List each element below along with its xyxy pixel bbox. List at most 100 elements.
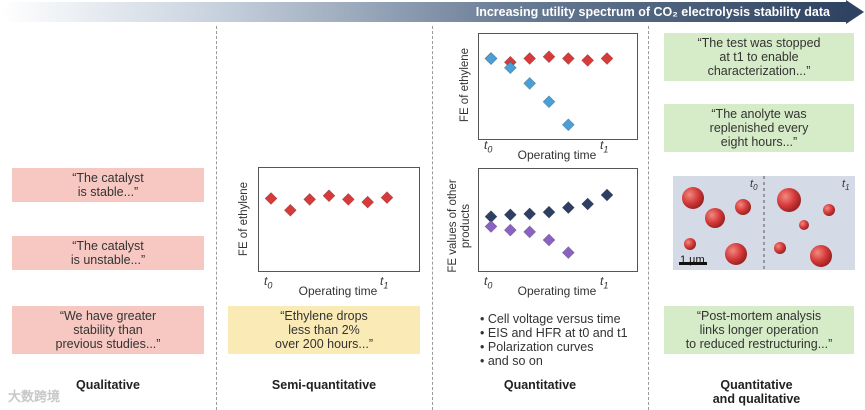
scale-bar — [679, 262, 707, 265]
data-point-marker — [561, 118, 575, 132]
tick-label-t1: t1 — [600, 274, 609, 291]
bullet-item: Polarization curves — [480, 340, 640, 354]
column-divider — [432, 26, 433, 410]
column-title-quant-qual: Quantitative and qualitative — [712, 378, 801, 406]
data-point-marker — [503, 208, 517, 222]
data-point-marker — [561, 52, 575, 65]
quote-card-greater-stability: “We have greater stability than previous… — [12, 306, 204, 354]
tick-sub: 0 — [267, 280, 273, 291]
particle — [777, 188, 801, 212]
quote-card-test-stopped: “The test was stopped at t1 to enable ch… — [664, 33, 854, 81]
particle — [799, 220, 809, 230]
x-axis-label: Operating time — [517, 284, 597, 298]
data-point-marker — [561, 246, 575, 260]
particle — [823, 204, 835, 216]
tick-sub: 0 — [487, 280, 493, 291]
tick-label-t0: t0 — [484, 274, 493, 291]
data-point-marker — [542, 233, 556, 247]
data-point-marker — [341, 192, 355, 206]
tick-sub: 1 — [845, 183, 850, 193]
data-point-marker — [322, 189, 336, 203]
y-axis-label: FE values of other products — [447, 179, 472, 273]
utility-spectrum-arrow — [0, 2, 848, 22]
quant-plot-ethylene — [478, 33, 638, 140]
tick-label-t0: t0 — [484, 138, 493, 155]
particle — [725, 243, 747, 265]
data-point-marker — [523, 207, 537, 221]
column-title-qualitative: Qualitative — [76, 378, 140, 392]
x-axis-label: Operating time — [517, 148, 597, 162]
y-axis-label: FE of ethylene — [459, 47, 471, 123]
data-point-marker — [561, 201, 575, 215]
quote-card-ethylene-drops: “Ethylene drops less than 2% over 200 ho… — [228, 306, 420, 354]
data-point-marker — [542, 50, 556, 64]
bullet-item: Cell voltage versus time — [480, 312, 640, 326]
quote-card-stable: “The catalyst is stable...” — [12, 168, 204, 202]
tick-label-t0: t0 — [264, 274, 273, 291]
arrow-head-icon — [846, 0, 864, 24]
quant-plot-ethylene-svg — [484, 50, 614, 132]
quote-text: “Post-mortem analysis links longer opera… — [685, 309, 833, 351]
tick-sub: 0 — [753, 183, 758, 193]
bullet-item: EIS and HFR at t0 and t1 — [480, 326, 640, 340]
quant-plot-other-products — [478, 168, 638, 272]
quote-text: “The catalyst is stable...” — [72, 171, 144, 199]
data-point-marker — [523, 225, 537, 239]
quote-card-anolyte: “The anolyte was replenished every eight… — [664, 104, 854, 152]
data-point-marker — [542, 95, 556, 109]
micrograph-label-t0: t0 — [750, 178, 758, 193]
particle — [735, 199, 751, 215]
data-point-marker — [523, 52, 537, 65]
x-axis-label: Operating time — [298, 284, 378, 298]
particle — [682, 187, 704, 209]
tick-sub: 0 — [487, 144, 493, 155]
micrograph-svg — [679, 176, 835, 270]
data-point-marker — [303, 192, 317, 206]
data-point-marker — [503, 223, 517, 237]
column-title-semi-quantitative: Semi-quantitative — [271, 378, 377, 392]
quote-text: “The test was stopped at t1 to enable ch… — [697, 36, 821, 78]
data-point-marker — [581, 197, 595, 211]
particle — [705, 208, 725, 228]
quote-card-unstable: “The catalyst is unstable...” — [12, 236, 204, 270]
tick-sub: 1 — [603, 280, 609, 291]
semi-quant-plot-svg — [264, 189, 394, 217]
data-point-marker — [581, 53, 595, 67]
y-axis-label: FE of ethylene — [238, 181, 250, 257]
arrow-title: Increasing utility spectrum of CO₂ elect… — [475, 5, 830, 19]
micrograph-label-t1: t1 — [842, 178, 850, 193]
data-point-marker — [542, 205, 556, 219]
particle — [684, 238, 696, 250]
micrograph-panel — [673, 176, 855, 270]
data-point-marker — [484, 52, 498, 65]
scale-bar-label: 1 µm — [680, 254, 705, 266]
data-point-marker — [600, 188, 614, 202]
quote-card-post-mortem: “Post-mortem analysis links longer opera… — [664, 306, 854, 354]
column-title-quantitative: Quantitative — [503, 378, 577, 392]
particle — [774, 242, 786, 254]
quote-text: “The catalyst is unstable...” — [70, 239, 146, 267]
data-point-marker — [503, 61, 517, 75]
data-point-marker — [283, 203, 297, 217]
quant-bullet-list: Cell voltage versus time EIS and HFR at … — [480, 312, 640, 368]
quote-text: “The anolyte was replenished every eight… — [709, 107, 809, 149]
data-point-marker — [361, 195, 375, 209]
bullet-item: and so on — [480, 354, 640, 368]
quote-text: “We have greater stability than previous… — [55, 309, 161, 351]
data-point-marker — [523, 76, 537, 90]
quant-plot-other-svg — [484, 188, 614, 260]
tick-sub: 1 — [603, 144, 609, 155]
column-divider — [216, 26, 217, 410]
quote-text: “Ethylene drops less than 2% over 200 ho… — [275, 309, 373, 351]
particle — [810, 245, 832, 267]
data-point-marker — [600, 52, 614, 65]
tick-label-t1: t1 — [600, 138, 609, 155]
watermark: 大数跨境 — [8, 389, 61, 404]
data-point-marker — [380, 191, 394, 205]
column-divider — [648, 26, 649, 410]
tick-label-t1: t1 — [380, 274, 389, 291]
semi-quant-plot — [258, 167, 420, 272]
data-point-marker — [484, 220, 498, 233]
data-point-marker — [264, 192, 278, 205]
tick-sub: 1 — [383, 280, 389, 291]
